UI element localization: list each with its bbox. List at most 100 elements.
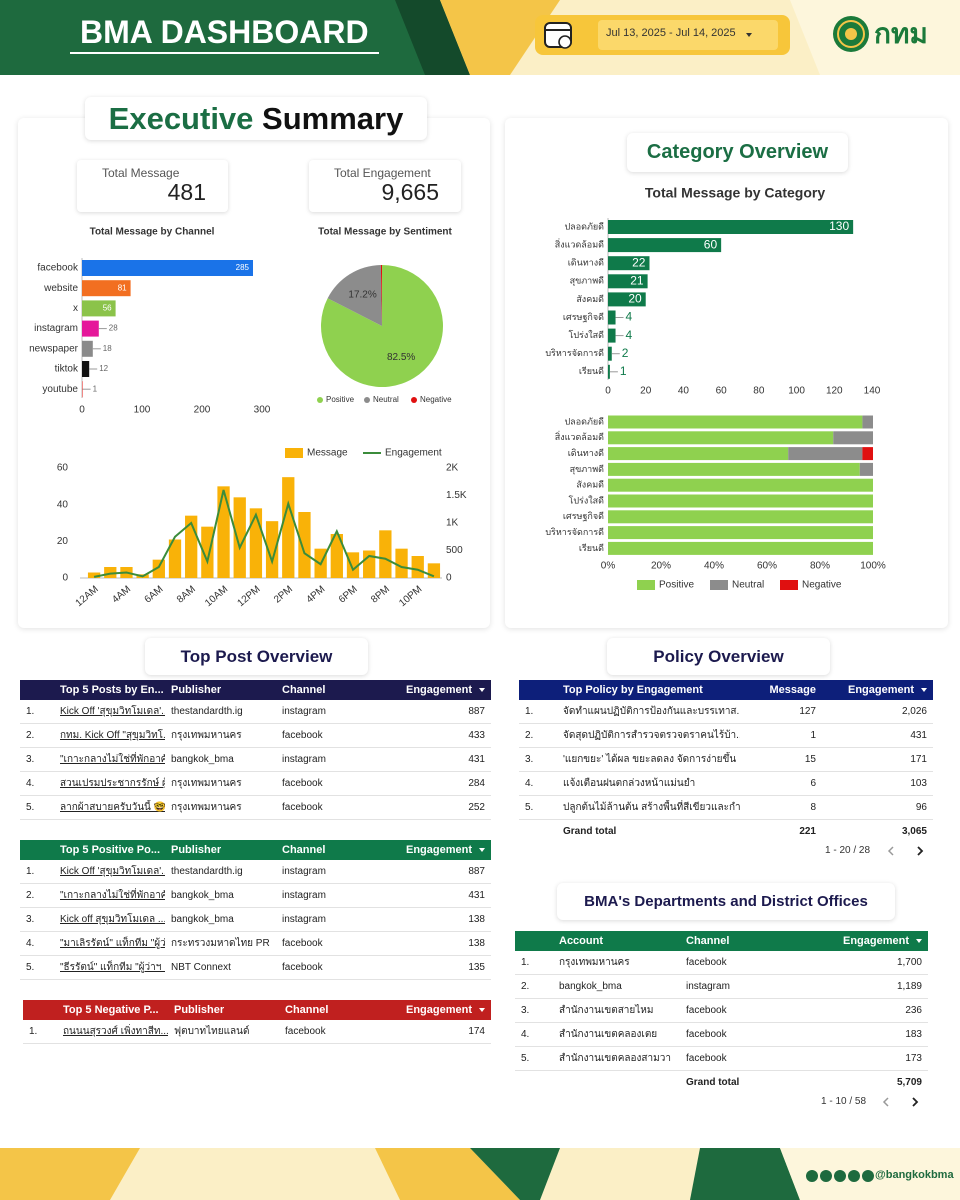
header-cell[interactable]: Engagement	[800, 935, 928, 947]
header-cell[interactable]: Engagement	[822, 684, 933, 696]
table-cell: กรุงเทพมหานคร	[171, 778, 242, 789]
header-cell: Top 5 Negative P...	[63, 1004, 159, 1016]
table-cell: 5.	[26, 802, 35, 813]
section-title: Category Overview	[627, 133, 848, 172]
social-handle: @bangkokbma	[875, 1169, 954, 1181]
table-cell: กรุงเทพมหานคร	[171, 802, 242, 813]
table-row: 3. 'แยกขยะ' ได้ผล ขยะลดลง จัดการง่ายขึ้น 1…	[519, 748, 933, 772]
header-cell[interactable]: Engagement	[386, 684, 491, 696]
data-table: Top 5 Negative P... Publisher Channel Engag…	[23, 1000, 491, 1044]
table-cell: 135	[468, 962, 485, 973]
table-cell: 'แยกขยะ' ได้ผล ขยะลดลง จัดการง่ายขึ้น	[563, 754, 737, 765]
table-cell: facebook	[282, 938, 323, 949]
table-cell: 5.	[26, 962, 35, 973]
table-cell: bangkok_bma	[171, 914, 234, 925]
table-cell: ฟุตบาทไทยแลนด์	[174, 1026, 250, 1037]
table-cell: 2.	[26, 890, 35, 901]
header-cell: Account	[559, 935, 603, 947]
table-cell: 1.	[525, 706, 534, 717]
table-cell: 4.	[525, 778, 534, 789]
table-cell: facebook	[282, 778, 323, 789]
table-cell[interactable]: "เกาะกลางไม่ใช่ที่พักอาศัย...	[60, 754, 165, 765]
header-cell: Channel	[282, 844, 326, 856]
section-title: Top Post Overview	[145, 638, 368, 675]
table-cell: 3.	[521, 1005, 530, 1016]
table-row: 1. Kick Off 'สุขุมวิทโมเดล'... thestandard…	[20, 700, 491, 724]
table-cell: 127	[799, 706, 816, 717]
table-row: 1. จัดทำแผนปฏิบัติการป้องกันและบรรเทาส...…	[519, 700, 933, 724]
table-cell: 236	[905, 1005, 922, 1016]
table-cell[interactable]: สวนเปรมประชากรรักษ์ ผู้...	[60, 778, 165, 789]
table-row: 5. "ธีรรัตน์" แท็กทีม "ผู้ว่าฯ ... NBT Con…	[20, 956, 491, 980]
table-row: 3. สำนักงานเขตสายไหม facebook 236	[515, 999, 928, 1023]
table-cell: facebook	[282, 962, 323, 973]
table-cell[interactable]: "มาเลิรรัตน์" แท็กทีม "ผู้ว่...	[60, 938, 165, 949]
table-cell: 887	[468, 706, 485, 717]
dashboard-title: BMA DASHBOARD	[70, 10, 379, 54]
data-table: Top 5 Posts by En... Publisher Channel Enga…	[20, 680, 491, 820]
table-header: Top 5 Posts by En... Publisher Channel Enga…	[20, 680, 491, 700]
table-cell: 3.	[525, 754, 534, 765]
header-cell: Message	[769, 684, 816, 696]
table-cell: 6	[810, 778, 816, 789]
table-header: Top Policy by Engagement Message Engagemen…	[519, 680, 933, 700]
table-cell: 8	[810, 802, 816, 813]
date-range[interactable]: Jul 13, 2025 - Jul 14, 2025	[606, 27, 736, 39]
total-cell: 3,065	[901, 826, 927, 837]
table-cell: NBT Connext	[171, 962, 231, 973]
table-row: 5. สำนักงานเขตคลองสามวา facebook 173	[515, 1047, 928, 1071]
title-highlight: Executive	[108, 100, 254, 136]
table-row: 2. กทม. Kick Off "สุขุมวิทโ... กรุงเทพมหาน…	[20, 724, 491, 748]
table-cell: 183	[905, 1029, 922, 1040]
table-cell: facebook	[686, 1005, 727, 1016]
table-row: 2. bangkok_bma instagram 1,189	[515, 975, 928, 999]
table-cell: facebook	[686, 957, 727, 968]
table-cell: facebook	[282, 802, 323, 813]
table-row: 4. สำนักงานเขตคลองเตย facebook 183	[515, 1023, 928, 1047]
table-cell[interactable]: Kick off สุขุมวิทโมเดล ...	[60, 914, 165, 925]
table-cell[interactable]: "ธีรรัตน์" แท็กทีม "ผู้ว่าฯ ...	[60, 962, 165, 973]
table-cell: instagram	[282, 890, 326, 901]
table-cell[interactable]: ถนนนสุรวงศ์ เพิ่งทาสีท...	[63, 1026, 168, 1037]
table-cell[interactable]: Kick Off 'สุขุมวิทโมเดล'...	[60, 706, 165, 717]
table-cell: 1	[810, 730, 816, 741]
table-cell[interactable]: ลากผ้าสบายครับวันนี้ 🤓...	[60, 802, 165, 813]
table-cell: สำนักงานเขตคลองสามวา	[559, 1053, 671, 1064]
table-cell[interactable]: Kick Off 'สุขุมวิทโมเดล'...	[60, 866, 165, 877]
kpi-card: Total Engagement 9,665	[309, 160, 461, 212]
kpi-label: Total Engagement	[334, 166, 431, 180]
table-row: 1. ถนนนสุรวงศ์ เพิ่งทาสีท... ฟุตบาทไทยแลนด…	[23, 1020, 491, 1044]
category-card	[505, 118, 948, 628]
table-cell: ปลูกต้นไม้ล้านต้น สร้างพื้นที่สีเขียวและ…	[563, 802, 740, 813]
table-cell: 5.	[525, 802, 534, 813]
table-cell: กรุงเทพมหานคร	[171, 730, 242, 741]
table-cell: 173	[905, 1053, 922, 1064]
section-title: BMA's Departments and District Offices	[557, 883, 895, 920]
table-cell: instagram	[282, 754, 326, 765]
data-table: Top 5 Positive Po... Publisher Channel Enga…	[20, 840, 491, 980]
table-cell: 4.	[521, 1029, 530, 1040]
table-header: Top 5 Positive Po... Publisher Channel Enga…	[20, 840, 491, 860]
table-row: 1. Kick Off 'สุขุมวิทโมเดล'... thestandard…	[20, 860, 491, 884]
table-cell: 2.	[525, 730, 534, 741]
table-cell: facebook	[285, 1026, 326, 1037]
table-cell: กระทรวงมหาดไทย PR	[171, 938, 270, 949]
table-cell: 1.	[26, 706, 35, 717]
table-cell: จัดทำแผนปฏิบัติการป้องกันและบรรเทาส...	[563, 706, 740, 717]
table-cell: จัดสุดปฏิบัติการสำรวจตรวจตราคนไร้บ้า...	[563, 730, 740, 741]
header-cell[interactable]: Engagement	[389, 1004, 491, 1016]
header-cell[interactable]: Engagement	[386, 844, 491, 856]
total-cell: Grand total	[686, 1077, 740, 1088]
logo-text: กทม	[874, 18, 928, 49]
table-cell: 431	[910, 730, 927, 741]
table-cell[interactable]: "เกาะกลางไม่ใช่ที่พักอาศัย...	[60, 890, 165, 901]
table-cell: 4.	[26, 778, 35, 789]
table-cell: 3.	[26, 754, 35, 765]
table-cell: 1.	[521, 957, 530, 968]
table-cell: bangkok_bma	[171, 890, 234, 901]
data-table: Account Channel Engagement 1. กรุงเทพมหานคร f…	[515, 931, 928, 1094]
table-cell: กรุงเทพมหานคร	[559, 957, 630, 968]
table-cell[interactable]: กทม. Kick Off "สุขุมวิทโ...	[60, 730, 165, 741]
table-cell: 431	[468, 890, 485, 901]
